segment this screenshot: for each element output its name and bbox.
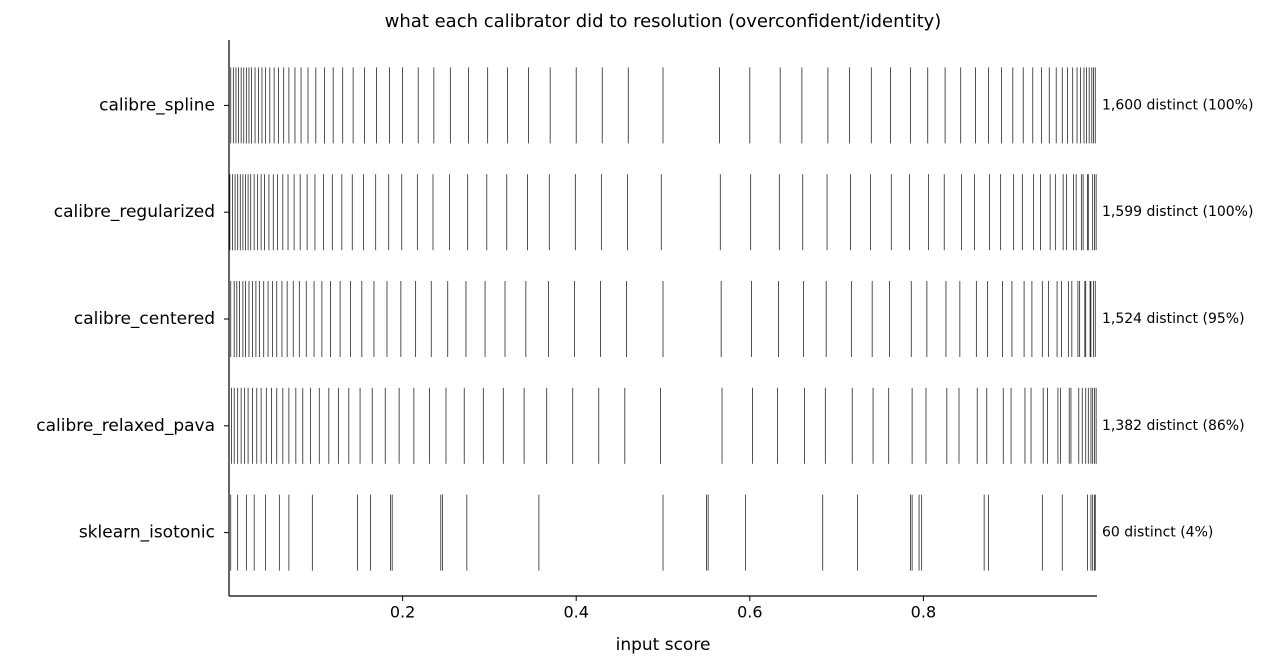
chart-title: what each calibrator did to resolution (… bbox=[385, 11, 942, 32]
y-tick-label: sklearn_isotonic bbox=[79, 523, 215, 543]
y-tick-label: calibre_spline bbox=[99, 95, 215, 115]
row-annotation: 60 distinct (4%) bbox=[1102, 525, 1213, 541]
y-tick-label: calibre_centered bbox=[74, 309, 215, 329]
y-tick-label: calibre_relaxed_pava bbox=[36, 416, 215, 436]
row-annotation: 1,382 distinct (86%) bbox=[1102, 418, 1245, 434]
row-annotation: 1,600 distinct (100%) bbox=[1102, 97, 1253, 113]
row-annotation: 1,524 distinct (95%) bbox=[1102, 311, 1245, 327]
y-tick-label: calibre_regularized bbox=[54, 202, 215, 222]
x-tick-label: 0.8 bbox=[911, 603, 936, 622]
x-tick-label: 0.6 bbox=[737, 603, 762, 622]
x-tick-label: 0.4 bbox=[563, 603, 588, 622]
x-axis-label: input score bbox=[616, 635, 711, 655]
row-annotation: 1,599 distinct (100%) bbox=[1102, 204, 1253, 220]
x-tick-label: 0.2 bbox=[390, 603, 415, 622]
